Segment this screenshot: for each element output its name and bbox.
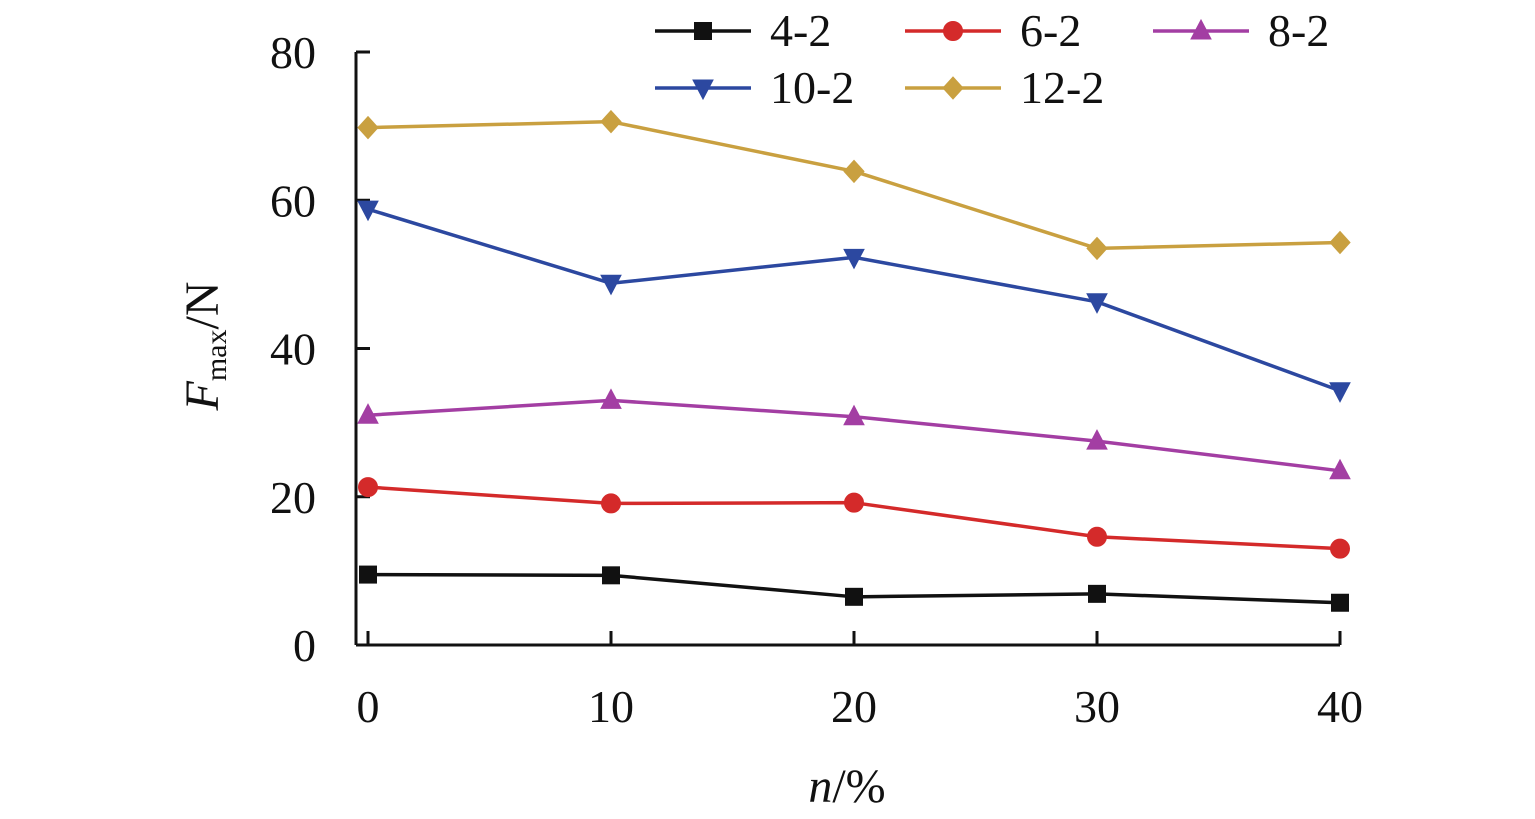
- x-axis-title: n/%: [808, 760, 885, 813]
- data-point-4-2: [845, 587, 863, 606]
- legend-label: 8-2: [1268, 5, 1329, 56]
- legend-label: 4-2: [770, 5, 831, 56]
- data-point-12-2: [843, 159, 865, 184]
- data-point-10-2: [1086, 293, 1108, 314]
- x-tick-label: 40: [1317, 681, 1363, 732]
- legend-item-12-2: 12-2: [905, 62, 1104, 113]
- series-group: [357, 109, 1351, 612]
- series-10-2: [357, 200, 1351, 403]
- legend-item-10-2: 10-2: [655, 62, 854, 113]
- y-tick-label: 0: [293, 620, 316, 671]
- y-tick-label: 40: [270, 324, 316, 375]
- data-point-10-2: [1329, 382, 1351, 403]
- data-point-6-2: [358, 477, 378, 498]
- data-point-10-2: [843, 248, 865, 270]
- y-axis-title-var: F: [176, 380, 229, 411]
- data-point-12-2: [357, 115, 379, 140]
- legend-label: 6-2: [1020, 5, 1081, 56]
- data-point-4-2: [359, 565, 377, 584]
- legend-marker: [692, 79, 714, 101]
- legend-label: 10-2: [770, 62, 854, 113]
- series-line-12-2: [367, 119, 1341, 251]
- x-ticks: 0 10 20 30 40: [357, 631, 1363, 732]
- y-tick-label: 60: [270, 175, 316, 226]
- data-point-6-2: [601, 493, 621, 514]
- data-point-4-2: [1088, 584, 1106, 603]
- series-6-2: [358, 477, 1350, 559]
- legend-marker: [943, 21, 963, 41]
- data-point-8-2: [1086, 429, 1108, 450]
- series-line-10-2: [367, 207, 1341, 393]
- x-axis-title-unit: /%: [832, 760, 885, 813]
- x-tick-label: 10: [588, 681, 634, 732]
- series-8-2: [357, 388, 1351, 480]
- data-point-8-2: [600, 388, 622, 409]
- legend: 4-2 6-2 8-2 10-2 12-2: [655, 5, 1329, 113]
- legend-marker: [942, 76, 964, 100]
- x-tick-label: 30: [1074, 681, 1120, 732]
- data-point-8-2: [357, 403, 379, 424]
- data-point-12-2: [1086, 236, 1108, 261]
- y-axis-title-sub: max: [200, 330, 233, 382]
- legend-marker: [1190, 18, 1212, 40]
- y-tick-label: 80: [270, 27, 316, 78]
- data-point-10-2: [600, 274, 622, 296]
- data-point-6-2: [1330, 538, 1350, 559]
- x-tick-label: 20: [831, 681, 877, 732]
- data-point-6-2: [844, 492, 864, 513]
- legend-item-6-2: 6-2: [905, 5, 1081, 56]
- series-12-2: [357, 109, 1351, 261]
- data-point-4-2: [1331, 593, 1349, 612]
- data-point-4-2: [602, 566, 620, 585]
- x-tick-label: 0: [357, 681, 380, 732]
- data-point-8-2: [843, 404, 865, 426]
- data-point-12-2: [1329, 230, 1351, 255]
- y-axis-title-unit: /N: [176, 282, 229, 330]
- y-axis-title: Fmax/N: [176, 282, 233, 412]
- y-tick-label: 20: [270, 472, 316, 523]
- legend-marker: [694, 22, 712, 40]
- y-ticks: 0 20 40 60 80: [270, 27, 370, 671]
- series-4-2: [359, 565, 1349, 612]
- data-point-12-2: [600, 109, 622, 134]
- x-axis-title-var: n: [808, 760, 832, 813]
- data-point-10-2: [357, 200, 379, 222]
- axes: 0 20 40 60 80 0 10 20 30 40: [270, 27, 1363, 732]
- legend-item-8-2: 8-2: [1153, 5, 1329, 56]
- data-point-6-2: [1087, 526, 1107, 547]
- data-point-8-2: [1329, 458, 1351, 480]
- legend-label: 12-2: [1020, 62, 1104, 113]
- legend-item-4-2: 4-2: [655, 5, 831, 56]
